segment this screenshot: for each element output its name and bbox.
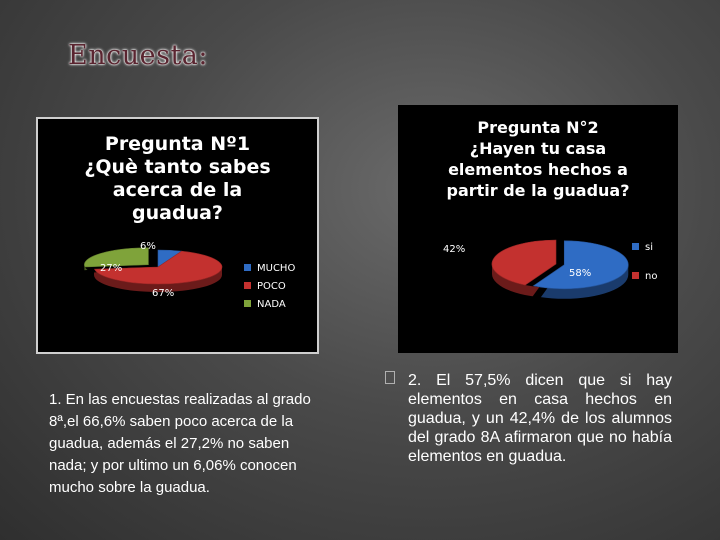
- slide-title: Encuesta:: [68, 40, 208, 71]
- chart-2-panel: Pregunta N°2 ¿Hayen tu casa elementos he…: [398, 105, 678, 353]
- chart-1-legend-label: NADA: [257, 299, 286, 310]
- chart-1-slice-poco: [94, 250, 223, 292]
- chart-1-legend-swatch: [244, 264, 251, 271]
- chart-1-pie: 6% 67% 27% MUCHO POCO NADA: [84, 241, 295, 310]
- bullet-icon: [385, 371, 395, 384]
- chart-1-legend-label: POCO: [257, 281, 286, 292]
- chart-2-title-line: elementos hechos a: [448, 160, 628, 179]
- chart-2-title-line: ¿Hayen tu casa: [469, 139, 607, 158]
- chart-1-legend-swatch: [244, 282, 251, 289]
- chart-2-legend-label: si: [645, 242, 653, 253]
- chart-1-legend-swatch: [244, 300, 251, 307]
- chart-1-data-label: 67%: [152, 288, 174, 299]
- caption-question-1: 1. En las encuestas realizadas al grado …: [49, 391, 311, 496]
- chart-1-data-label: 6%: [140, 241, 156, 252]
- chart-2-pie: 58% 42% si no: [443, 239, 657, 299]
- chart-2-legend-swatch: [632, 272, 639, 279]
- chart-1-title-line: acerca de la: [112, 179, 243, 201]
- chart-2-legend-swatch: [632, 243, 639, 250]
- chart-1-title-line: ¿Què tanto sabes: [84, 156, 271, 178]
- caption-question-2: 2. El 57,5% dicen que si hay elementos e…: [408, 372, 672, 465]
- chart-1-legend-label: MUCHO: [257, 263, 295, 274]
- chart-2-title-line: partir de la guadua?: [446, 181, 630, 200]
- chart-2-data-label: 58%: [569, 268, 591, 279]
- chart-2-title-line: Pregunta N°2: [477, 118, 599, 137]
- chart-1-data-label: 27%: [100, 263, 122, 274]
- chart-1-panel: Pregunta Nº1 ¿Què tanto sabes acerca de …: [36, 117, 319, 354]
- chart-2-title: Pregunta N°2 ¿Hayen tu casa elementos he…: [398, 117, 678, 201]
- chart-1-title-line: Pregunta Nº1: [104, 133, 251, 155]
- chart-1-slice-nada: [84, 247, 149, 272]
- chart-1-title-line: guadua?: [132, 202, 223, 224]
- chart-2-slice-no: [491, 239, 557, 298]
- chart-2-data-label: 42%: [443, 244, 465, 255]
- chart-2-legend-label: no: [645, 271, 657, 282]
- chart-1-title: Pregunta Nº1 ¿Què tanto sabes acerca de …: [38, 133, 317, 225]
